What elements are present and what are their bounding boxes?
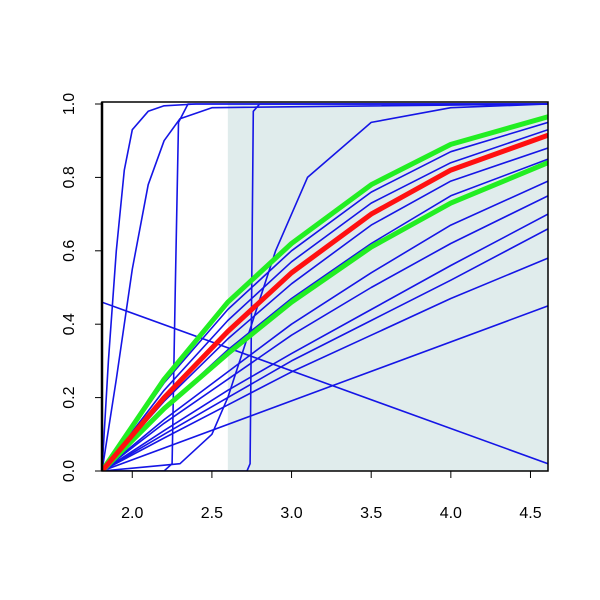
curve [102,114,548,471]
curve [102,160,548,471]
plot-lines [102,103,548,471]
y-tick-label: 0.8 [61,166,78,188]
x-tick-label: 4.5 [519,505,541,522]
y-tick-label: 0.0 [61,460,78,482]
curve [102,180,548,471]
x-tick-label: 2.0 [121,505,143,522]
curve [102,103,548,471]
curve [102,213,548,471]
curve [102,305,548,471]
y-tick-label: 0.2 [61,386,78,408]
curve [102,257,548,471]
y-tick-label: 1.0 [61,93,78,115]
shaded-region [227,102,549,471]
y-tick-label: 0.4 [61,313,78,335]
x-tick-label: 3.5 [360,505,382,522]
curve [102,103,548,471]
y-tick-label: 0.6 [61,240,78,262]
curve [102,195,548,471]
curve [102,128,548,471]
curve [102,103,548,471]
curve [102,132,548,471]
x-tick-label: 4.0 [440,505,462,522]
curve [102,103,548,471]
x-tick-label: 2.5 [201,505,223,522]
x-tick-label: 3.0 [280,505,302,522]
curve [102,228,548,471]
curve [102,103,548,471]
curve [102,301,548,465]
